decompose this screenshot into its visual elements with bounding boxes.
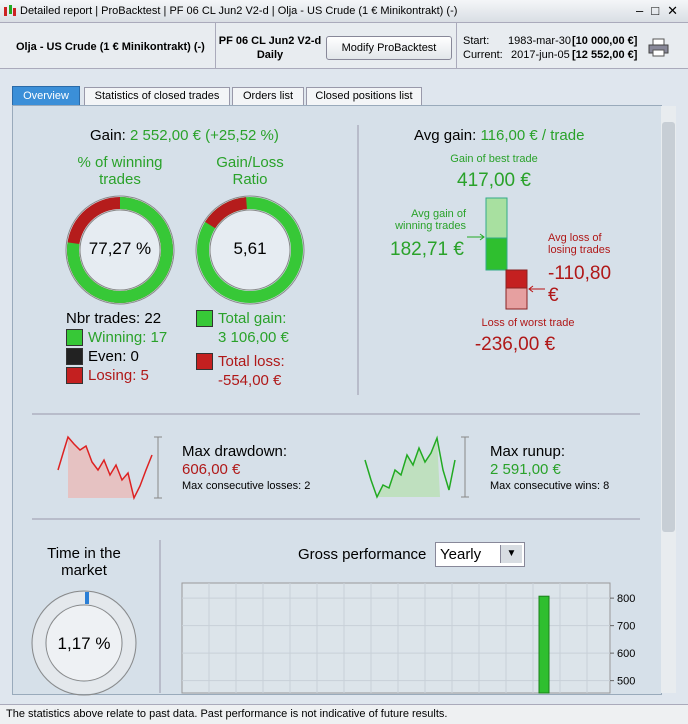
runup-sparkline [364,435,469,499]
gain-value: 2 552,00 € (+25,52 %) [130,127,279,144]
timeframe: Daily [256,49,284,61]
title-bar [0,0,688,23]
avg-gain: 116,00 € / trade [480,127,585,144]
drawdown-value: 606,00 € [182,461,241,478]
status-bar [0,704,688,724]
title-segment: PF 06 CL Jun2 V2-d [169,5,269,17]
winning-pct: 77,27 % [88,239,152,258]
separator [215,23,216,68]
title-segment: ProBacktest [101,5,161,17]
print-icon[interactable] [648,38,670,58]
legend-swatch [66,367,83,384]
total-gain-label: Total gain: [218,310,287,327]
system: PF 06 CL Jun2 V2-d [218,35,322,47]
instrument: Olja - US Crude (1 € Minikontrakt) (-) [16,41,205,53]
time-donut [31,590,137,696]
legend-swatch [66,348,83,365]
avg-win-value: 182,71 € [390,239,464,260]
ratio-title: Gain/Loss Ratio [216,154,284,188]
even-count: Even: 0 [88,348,139,365]
runup-value: 2 591,00 € [490,461,561,478]
avg-loss-value: -110,80 € [548,263,612,306]
nbr-trades: Nbr trades: 22 [66,310,162,327]
y-tick-label: 700 [617,621,635,633]
ratio-donut [195,195,305,305]
ratio-value: 5,61 [233,239,267,258]
status-text: The statistics above relate to past data… [6,708,448,720]
gross-chart: 800 700 600 500 [182,583,635,694]
scroll-thumb[interactable] [662,122,675,532]
current-date: 2017-jun-05 [511,49,570,61]
worst-value: -236,00 € [474,334,556,355]
trade-bars [467,197,545,310]
legend-swatch [196,353,213,370]
consec-losses: Max consecutive losses: 2 [182,480,311,492]
gross-title: Gross performance [298,546,427,563]
separator [456,23,457,68]
losing-count: Losing: 5 [88,367,149,384]
consec-wins: Max consecutive wins: 8 [490,480,610,492]
total-loss: -554,00 € [218,372,282,389]
modify-button[interactable]: Modify ProBacktest [326,36,452,60]
current-capital: [12 552,00 €] [572,49,638,61]
y-tick-label: 800 [617,593,635,605]
title-segment: Olja - US Crude (1 € Minikontrakt) (-) [277,5,458,17]
window-controls[interactable]: –□✕ [636,3,686,18]
current-label: Current: [463,49,503,61]
best-label: Gain of best trade [450,153,538,165]
select-arrow[interactable]: ▼ [500,545,522,563]
winning-title: % of winning trades [77,154,163,188]
tab[interactable]: Closed positions list [306,87,422,106]
total-loss-label: Total loss: [218,353,285,370]
drawdown-label: Max drawdown: [182,443,288,460]
time-value: 1,17 % [57,634,111,653]
y-tick-label: 600 [617,648,635,660]
app-icon [4,5,16,16]
title-segment: Detailed report [20,5,93,17]
tab[interactable]: Orders list [232,87,304,106]
avg-gain-line: Avg gain: 116,00 € / trade [414,127,584,144]
winning-donut [65,195,175,305]
avg-gain-label: Avg gain: [414,127,477,144]
period-value: Yearly [440,546,482,563]
bar [538,595,550,694]
start-capital: [10 000,00 €] [572,35,638,47]
winning-count: Winning: 17 [88,329,168,346]
legend-swatch [66,329,83,346]
best-value: 417,00 € [457,170,531,191]
total-gain: 3 106,00 € [218,329,289,346]
y-tick-label: 500 [617,676,635,688]
avg-loss-label: Avg loss of losing trades [548,232,611,256]
window-title: Detailed report | ProBacktest | PF 06 CL… [20,5,458,17]
worst-label: Loss of worst trade [481,317,575,329]
time-title: Time in the market [47,545,121,579]
avg-win-label: Avg gain of winning trades [395,208,466,232]
gain-label: Gain: [90,127,126,144]
start-date: 1983-mar-30 [508,35,571,47]
start-label: Start: [463,35,490,47]
gain-line: Gain: 2 552,00 € (+25,52 %) [90,127,279,144]
legend-swatch [196,310,213,327]
drawdown-sparkline [57,435,162,501]
runup-label: Max runup: [490,443,566,460]
